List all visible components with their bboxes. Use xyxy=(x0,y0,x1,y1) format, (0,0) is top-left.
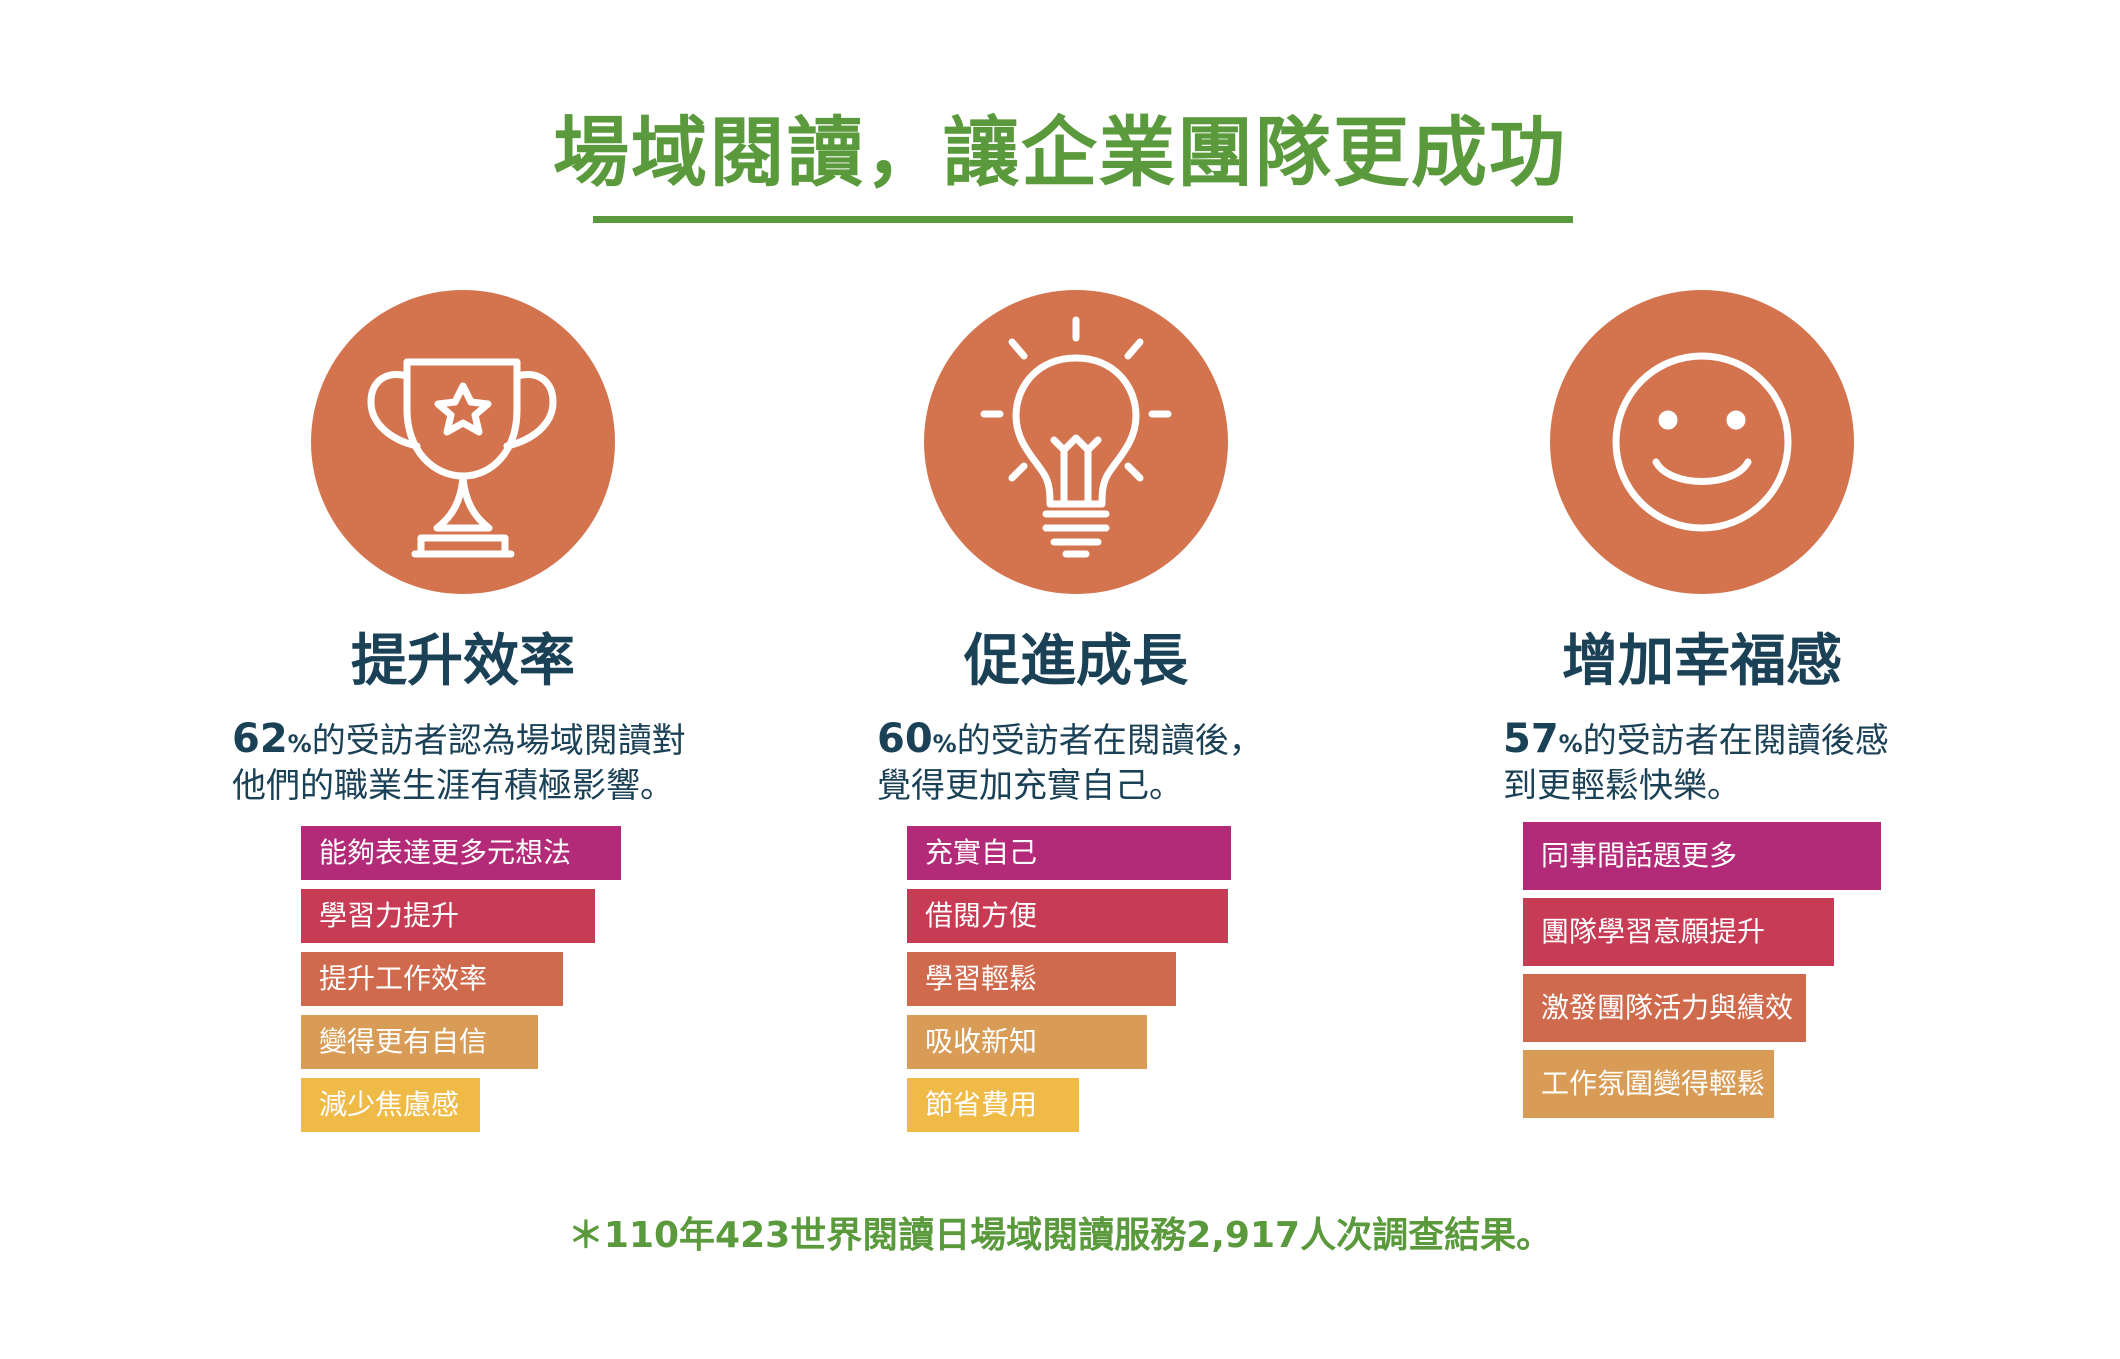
bar-label: 借閱方便 xyxy=(925,899,1038,932)
percent-value: 62 xyxy=(232,716,288,762)
bar: 團隊學習意願提升 xyxy=(1523,898,1835,966)
icon-circle xyxy=(311,290,615,594)
icon-circle xyxy=(1550,290,1854,594)
bar: 學習輕鬆 xyxy=(907,952,1176,1006)
survey-footnote: ＊110年423世界閱讀日場域閱讀服務2,917人次調查結果。 xyxy=(567,1215,1553,1256)
bar-label: 團隊學習意願提升 xyxy=(1541,915,1766,948)
column-heading: 提升效率 xyxy=(351,629,575,694)
bar: 減少焦慮感 xyxy=(301,1078,481,1132)
description-line: 他們的職業生涯有積極影響。 xyxy=(232,766,674,806)
bar: 工作氛圍變得輕鬆 xyxy=(1523,1050,1774,1118)
bar-label: 學習輕鬆 xyxy=(925,962,1038,995)
bar: 節省費用 xyxy=(907,1078,1079,1132)
bar: 提升工作效率 xyxy=(301,952,564,1006)
bar-label: 節省費用 xyxy=(925,1088,1038,1121)
bar: 能夠表達更多元想法 xyxy=(301,826,621,880)
bar-label: 提升工作效率 xyxy=(319,962,488,995)
smiley-icon xyxy=(1612,352,1792,532)
description-line: 的受訪者在閱讀後， xyxy=(956,721,1263,761)
bar-label: 充實自己 xyxy=(925,836,1038,869)
trophy-icon xyxy=(367,358,557,558)
bar-label: 激發團隊活力與績效 xyxy=(1541,991,1794,1024)
bar: 同事間話題更多 xyxy=(1523,822,1881,890)
bar: 變得更有自信 xyxy=(301,1015,538,1069)
description-line: 覺得更加充實自己。 xyxy=(877,766,1183,806)
bar: 借閱方便 xyxy=(907,889,1228,943)
description-line: 到更輕鬆快樂。 xyxy=(1503,766,1741,806)
bar: 吸收新知 xyxy=(907,1015,1147,1069)
description-line: 的受訪者認為場域閱讀對 xyxy=(311,721,686,761)
page-title: 場域閱讀，讓企業團隊更成功 xyxy=(553,108,1567,197)
bar-label: 同事間話題更多 xyxy=(1541,839,1738,872)
percent-sign: % xyxy=(287,730,312,758)
title-underline xyxy=(593,216,1573,223)
bar-label: 吸收新知 xyxy=(925,1025,1038,1058)
bar-label: 能夠表達更多元想法 xyxy=(319,836,572,869)
bar: 充實自己 xyxy=(907,826,1231,880)
percent-value: 60 xyxy=(877,716,933,762)
percent-sign: % xyxy=(1558,730,1583,758)
bar-label: 減少焦慮感 xyxy=(319,1088,460,1121)
column-heading: 促進成長 xyxy=(964,629,1188,694)
column-description: 57%的受訪者在閱讀後感 到更輕鬆快樂。 xyxy=(1503,718,1889,807)
percent-value: 57 xyxy=(1503,716,1559,762)
percent-sign: % xyxy=(932,730,957,758)
column-heading: 增加幸福感 xyxy=(1562,629,1842,694)
column-description: 62%的受訪者認為場域閱讀對 他們的職業生涯有積極影響。 xyxy=(232,718,686,807)
lightbulb-icon xyxy=(980,316,1172,558)
icon-circle xyxy=(924,290,1228,594)
bar: 激發團隊活力與績效 xyxy=(1523,974,1806,1042)
column-description: 60%的受訪者在閱讀後， 覺得更加充實自己。 xyxy=(877,718,1263,807)
bar-label: 工作氛圍變得輕鬆 xyxy=(1541,1067,1766,1100)
bar: 學習力提升 xyxy=(301,889,596,943)
bar-label: 學習力提升 xyxy=(319,899,460,932)
description-line: 的受訪者在閱讀後感 xyxy=(1582,721,1889,761)
bar-label: 變得更有自信 xyxy=(319,1025,488,1058)
